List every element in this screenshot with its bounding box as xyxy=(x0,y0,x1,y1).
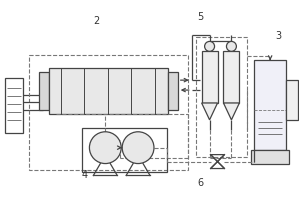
Bar xyxy=(82,128,167,172)
Text: 4: 4 xyxy=(81,170,88,180)
Bar xyxy=(168,72,178,110)
Circle shape xyxy=(89,132,121,164)
Text: 6: 6 xyxy=(198,178,204,188)
Bar xyxy=(39,72,49,110)
Circle shape xyxy=(122,132,154,164)
Text: 5: 5 xyxy=(197,12,204,22)
Bar xyxy=(202,51,218,103)
Bar xyxy=(5,78,23,133)
Bar xyxy=(251,150,289,164)
Polygon shape xyxy=(224,103,239,120)
Bar xyxy=(224,51,239,103)
Bar xyxy=(286,80,298,120)
Bar xyxy=(196,37,247,157)
Bar xyxy=(254,60,286,150)
Bar xyxy=(49,68,168,114)
Circle shape xyxy=(205,41,214,51)
Polygon shape xyxy=(202,103,218,120)
Bar xyxy=(29,55,188,170)
Text: 2: 2 xyxy=(93,16,100,26)
Text: 3: 3 xyxy=(275,31,281,41)
Circle shape xyxy=(226,41,236,51)
